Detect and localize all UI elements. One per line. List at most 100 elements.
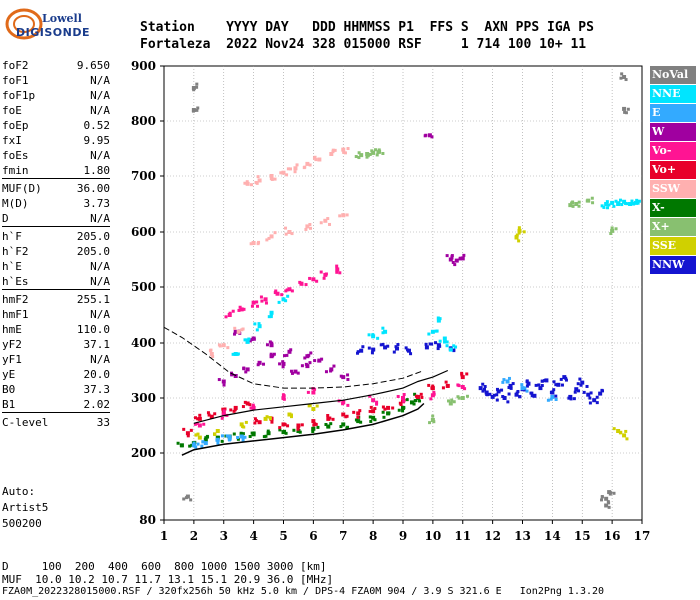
echo-point-sse <box>239 422 244 427</box>
echo-point-ssw <box>329 152 334 156</box>
legend-item-nne: NNE <box>650 85 696 103</box>
echo-point-x <box>430 418 435 422</box>
echo-point-nne <box>445 340 449 344</box>
echo-point-e <box>236 436 240 440</box>
echo-point-sse <box>616 429 620 433</box>
param-value: 37.3 <box>83 383 111 396</box>
echo-point-w <box>305 364 310 369</box>
echo-point-nnw <box>515 391 519 395</box>
echo-point-e <box>549 397 553 401</box>
echo-point-x <box>341 422 346 427</box>
echo-point-e <box>191 443 196 448</box>
echo-point-ssw <box>273 177 277 181</box>
echo-point-ssw <box>249 183 253 187</box>
echo-point-vo <box>274 289 278 293</box>
echo-point-vo <box>224 315 228 319</box>
parameter-panel: foF2 9.650 foF1 N/A foF1p N/A foE N/A foEp 0.52 fx… <box>2 58 110 430</box>
echo-point-nne <box>381 331 385 335</box>
echo-point-x <box>236 437 240 441</box>
echo-point-vo <box>275 291 280 296</box>
echo-point-noval <box>619 76 623 80</box>
echo-point-w <box>293 369 298 374</box>
plot-frame <box>163 65 643 521</box>
echo-point-sse <box>197 435 202 440</box>
echo-point-noval <box>192 88 196 92</box>
x-tick-label: 6 <box>309 529 317 543</box>
x-tick-label: 7 <box>339 529 347 543</box>
echo-point-vo <box>375 400 379 404</box>
echo-point-vo <box>233 405 238 410</box>
echo-point-nnw <box>394 345 398 349</box>
echo-point-nne <box>430 329 435 334</box>
echo-point-nnw <box>573 390 577 394</box>
echo-point-vo <box>249 406 253 410</box>
echo-point-nnw <box>478 386 483 391</box>
echo-point-x <box>190 443 194 447</box>
param-name: B1 <box>2 398 16 411</box>
param-value: N/A <box>90 89 110 102</box>
echo-point-vo <box>195 421 199 425</box>
y-tick-label: 200 <box>131 446 156 460</box>
echo-point-vo <box>264 301 268 305</box>
echo-point-nnw <box>577 389 581 393</box>
echo-point-w <box>454 258 459 263</box>
echo-point-nne <box>631 201 635 205</box>
echo-point-nnw <box>508 383 513 388</box>
echo-point-nnw <box>534 383 538 387</box>
echo-point-nnw <box>356 350 360 354</box>
echo-point-vo <box>286 424 290 428</box>
echo-point-noval <box>624 78 628 82</box>
echo-point-x <box>220 439 224 443</box>
echo-point-vo <box>280 293 284 297</box>
echo-point-nne <box>628 202 633 206</box>
polarization-legend: NoVal NNE E W Vo- Vo+ SSW X- X+ SSE NNW <box>650 66 696 275</box>
param-row-hes: h`Es N/A <box>2 274 110 289</box>
echo-point-nnw <box>383 345 388 350</box>
echo-point-nnw <box>582 390 586 394</box>
echo-point-nne <box>448 347 453 352</box>
x-tick-label: 8 <box>369 529 377 543</box>
echo-point-nnw <box>595 395 599 399</box>
echo-point-sse <box>622 433 627 438</box>
echo-point-nnw <box>518 395 522 399</box>
echo-point-e <box>203 441 208 446</box>
echo-point-x <box>401 409 405 413</box>
echo-point-vo <box>341 412 345 416</box>
echo-point-nnw <box>540 384 544 388</box>
ionogram-chart: 1 2 3 4 5 6 7 8 9 10 11 12 13 14 15 16 17802003004005006… <box>131 59 650 543</box>
echo-point-x <box>428 421 432 425</box>
echo-point-vo <box>207 413 211 417</box>
echo-point-nnw <box>530 394 534 398</box>
echo-point-nne <box>600 204 604 208</box>
echo-point-w <box>296 371 300 375</box>
echo-point-w <box>423 134 427 138</box>
echo-point-nnw <box>580 380 585 385</box>
echo-point-nne <box>277 300 281 304</box>
param-row-clevel: C-level 33 <box>2 415 110 430</box>
echo-point-vo <box>251 405 256 410</box>
param-value: 255.1 <box>76 293 110 306</box>
echo-point-w <box>242 367 246 371</box>
echo-point-x <box>409 400 414 405</box>
echo-point-nnw <box>495 387 499 391</box>
echo-point-nne <box>637 199 641 203</box>
echo-point-nnw <box>372 348 376 352</box>
x-tick-label: 5 <box>279 529 287 543</box>
echo-point-nne <box>604 202 609 206</box>
echo-point-e <box>200 444 204 448</box>
echo-point-nnw <box>598 392 602 396</box>
echo-point-nne <box>606 206 610 210</box>
echo-point-nnw <box>395 346 400 351</box>
param-name: h`Es <box>2 275 29 288</box>
echo-point-vo <box>402 393 406 397</box>
echo-point-w <box>307 353 311 357</box>
param-row-hf: h`F 205.0 <box>2 229 110 244</box>
param-row-md: M(D) 3.73 <box>2 196 110 211</box>
echo-point-x <box>371 150 376 155</box>
param-value: 36.00 <box>76 182 110 195</box>
echo-point-x <box>377 149 382 154</box>
echo-point-x <box>571 204 575 208</box>
echo-point-w <box>272 352 276 356</box>
echo-point-noval <box>195 108 199 112</box>
echo-point-nne <box>438 339 442 343</box>
